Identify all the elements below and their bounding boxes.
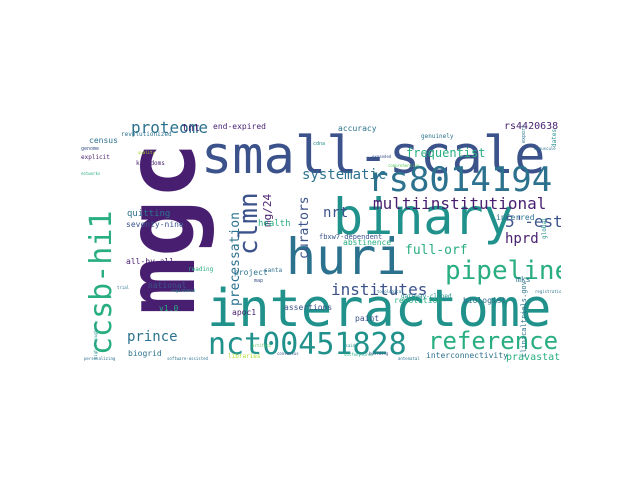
- word-tnt: tnt: [182, 123, 200, 134]
- word-assertions: assertions: [284, 303, 332, 312]
- word-consensus: consensus: [277, 351, 299, 356]
- word-map: map: [254, 278, 263, 284]
- word-cdna: cdna: [313, 141, 325, 147]
- word-personalizing: personalizing: [84, 356, 116, 361]
- word-institutes: institutes: [331, 280, 427, 299]
- word-sulfonylurea: sulfonylurea: [344, 352, 373, 357]
- word-clmn: clmn: [234, 192, 264, 255]
- word-all-by-all: all-by-all: [126, 257, 174, 266]
- word-libraries: libraries: [228, 353, 261, 360]
- word-abstinence: abstinence: [343, 238, 391, 247]
- word-mks: mks: [516, 275, 531, 284]
- word-genome: genome: [81, 146, 99, 152]
- word-multiinstitutional: multiinstitutional: [373, 194, 546, 213]
- word-fbxw7-dependent: fbxw7-dependent: [319, 233, 382, 241]
- word-quality: quality: [138, 150, 155, 155]
- word-expanded: expanded: [372, 154, 392, 159]
- word-trial: trial: [117, 285, 130, 290]
- word-minuscule: minuscule: [534, 146, 556, 151]
- word-genuinely: genuinely: [421, 133, 454, 140]
- word-health: health: [258, 219, 291, 229]
- word-building: building: [369, 351, 389, 356]
- word-interconnectivity: interconnectivity: [426, 351, 508, 360]
- word-binary: binary: [333, 188, 514, 246]
- word-ccsb-hi1: ccsb-hi1: [84, 211, 119, 356]
- word-huri: huri: [286, 228, 406, 286]
- word-registered: registered: [171, 288, 196, 293]
- word-comprehensive: comprehensive: [388, 163, 420, 168]
- word-paint: paint: [355, 314, 379, 323]
- word-explicit: explicit: [81, 154, 110, 161]
- word-seventy-nine: seventy-nine: [126, 220, 184, 229]
- word-hprd: hprd: [505, 231, 539, 247]
- word-accuracy: accuracy: [338, 124, 377, 133]
- word-project: project: [234, 268, 268, 277]
- word-rs8014194: rs8014194: [368, 160, 552, 200]
- word-prince: prince: [127, 329, 178, 345]
- word-nsaid: nsaid: [343, 343, 356, 348]
- word-registration: registration: [535, 289, 561, 294]
- word-frequentist: frequentist: [406, 146, 485, 160]
- word-census: census: [89, 136, 118, 145]
- word-precessation: precessation: [228, 212, 243, 306]
- word-5-est: 5'-est: [505, 212, 561, 231]
- word-biologist: biologist: [463, 296, 507, 305]
- word-high-throughput: high-throughput: [93, 322, 98, 359]
- word-small-scale: small-scale: [201, 126, 545, 186]
- word-kingdoms: kingdoms: [136, 160, 165, 167]
- word-interactome: interactome: [207, 279, 551, 339]
- word-nrt: nrt: [323, 205, 348, 221]
- word-national: national: [148, 281, 187, 290]
- word-rs4420638: rs4420638: [504, 121, 558, 132]
- word-reading: reading: [188, 266, 214, 273]
- word-inferred: inferred: [496, 213, 535, 222]
- word-apoc1: apoc1: [232, 308, 256, 317]
- word-end-expired: end-expired: [213, 122, 266, 131]
- word-proteome: proteome: [131, 119, 208, 137]
- word-antenatal: antenatal: [398, 356, 420, 361]
- word-pravastatin: pravastatin: [506, 352, 561, 362]
- word-full-orf: full-orf: [405, 243, 468, 258]
- word-topological: topological: [377, 289, 404, 294]
- word-pipeline: pipeline: [445, 256, 561, 286]
- word-mgc: mgc: [105, 142, 217, 315]
- word-reference: reference: [428, 327, 558, 355]
- word-biogrid: biogrid: [128, 349, 162, 358]
- word-santa: santa: [264, 267, 282, 274]
- word-networks: networks: [81, 171, 101, 176]
- word-curators: curators: [297, 196, 312, 259]
- word-mg24: mg/24: [261, 194, 274, 227]
- word-quitting: quitting: [127, 209, 170, 219]
- word-clinicaltrials: clinicaltrials.gov: [520, 281, 528, 357]
- word-export: export: [521, 125, 527, 143]
- word-revolution: revolution: [394, 296, 442, 305]
- word-cloud: mgc small-scale interactome binary huri …: [81, 119, 561, 362]
- word-software-assisted: software-assisted: [167, 356, 209, 361]
- word-gateway-cloned: gateway-cloned: [401, 293, 452, 300]
- word-artifact: artifact: [252, 343, 272, 348]
- word-nct00451828: nct00451828: [208, 327, 407, 362]
- word-global: global: [541, 217, 548, 239]
- word-v1-0: v1.0: [159, 304, 178, 313]
- word-revolutionized: revolutionized: [121, 131, 172, 138]
- word-dates: dates: [551, 129, 558, 147]
- word-systematic: systematic: [302, 167, 386, 183]
